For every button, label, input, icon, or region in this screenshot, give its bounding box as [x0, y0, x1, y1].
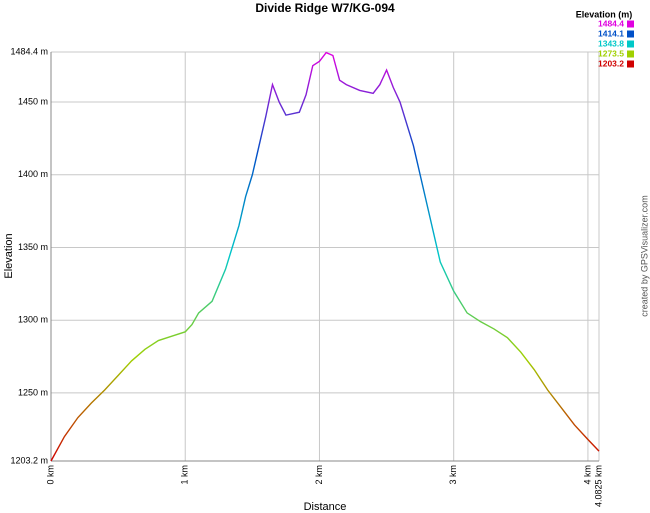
legend-swatch	[627, 60, 634, 68]
legend-label: 1484.4	[598, 18, 624, 28]
x-tick-label: 4.0825 km	[593, 465, 603, 507]
legend-label: 1343.8	[598, 38, 624, 48]
y-tick-label: 1484.4 m	[10, 46, 48, 56]
y-tick-label: 1400 m	[18, 169, 48, 179]
legend-swatch	[627, 20, 634, 28]
elevation-line	[50, 51, 600, 462]
legend-swatch	[627, 50, 634, 58]
y-tick-label: 1203.2 m	[10, 455, 48, 465]
x-tick-label: 1 km	[180, 465, 190, 485]
x-tick-label: 0 km	[45, 465, 55, 485]
legend-swatch	[627, 30, 634, 38]
x-tick-label: 4 km	[582, 465, 592, 485]
y-tick-label: 1350 m	[18, 242, 48, 252]
y-tick-label: 1450 m	[18, 96, 48, 106]
legend-swatch	[627, 40, 634, 48]
x-tick-label: 3 km	[448, 465, 458, 485]
y-tick-label: 1300 m	[18, 315, 48, 325]
x-tick-label: 2 km	[314, 465, 324, 485]
legend-label: 1273.5	[598, 48, 624, 58]
legend-label: 1203.2	[598, 58, 624, 68]
y-axis-label: Elevation	[3, 233, 15, 278]
legend-title: Elevation (m)	[576, 9, 633, 19]
legend-label: 1414.1	[598, 28, 624, 38]
x-axis-label: Distance	[304, 501, 347, 513]
credit: created by GPSVisualizer.com	[639, 195, 649, 316]
y-tick-label: 1250 m	[18, 387, 48, 397]
chart-title: Divide Ridge W7/KG-094	[255, 1, 395, 15]
